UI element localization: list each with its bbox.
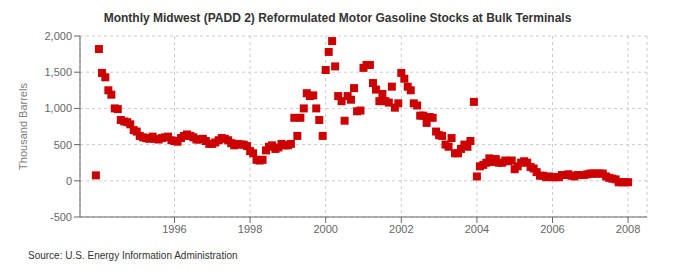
svg-text:1,000: 1,000 bbox=[44, 102, 72, 114]
svg-text:2004: 2004 bbox=[465, 223, 489, 235]
svg-text:1,500: 1,500 bbox=[44, 66, 72, 78]
svg-text:1998: 1998 bbox=[238, 223, 262, 235]
svg-text:Thousand Barrels: Thousand Barrels bbox=[17, 83, 29, 170]
svg-text:2006: 2006 bbox=[540, 223, 564, 235]
svg-text:2008: 2008 bbox=[616, 223, 640, 235]
svg-text:500: 500 bbox=[54, 139, 72, 151]
html-text:Source: U.S. Energy Informatio: Source: U.S. Energy Information Administ… bbox=[28, 250, 238, 261]
svg-text:2000: 2000 bbox=[313, 223, 337, 235]
svg-text:-500: -500 bbox=[50, 211, 72, 223]
html-text:Monthly Midwest (PADD 2) Refor: Monthly Midwest (PADD 2) Reformulated Mo… bbox=[103, 11, 572, 25]
svg-text:0: 0 bbox=[66, 175, 72, 187]
svg-text:1996: 1996 bbox=[162, 223, 186, 235]
svg-text:2002: 2002 bbox=[389, 223, 413, 235]
svg-text:2,000: 2,000 bbox=[44, 30, 72, 42]
